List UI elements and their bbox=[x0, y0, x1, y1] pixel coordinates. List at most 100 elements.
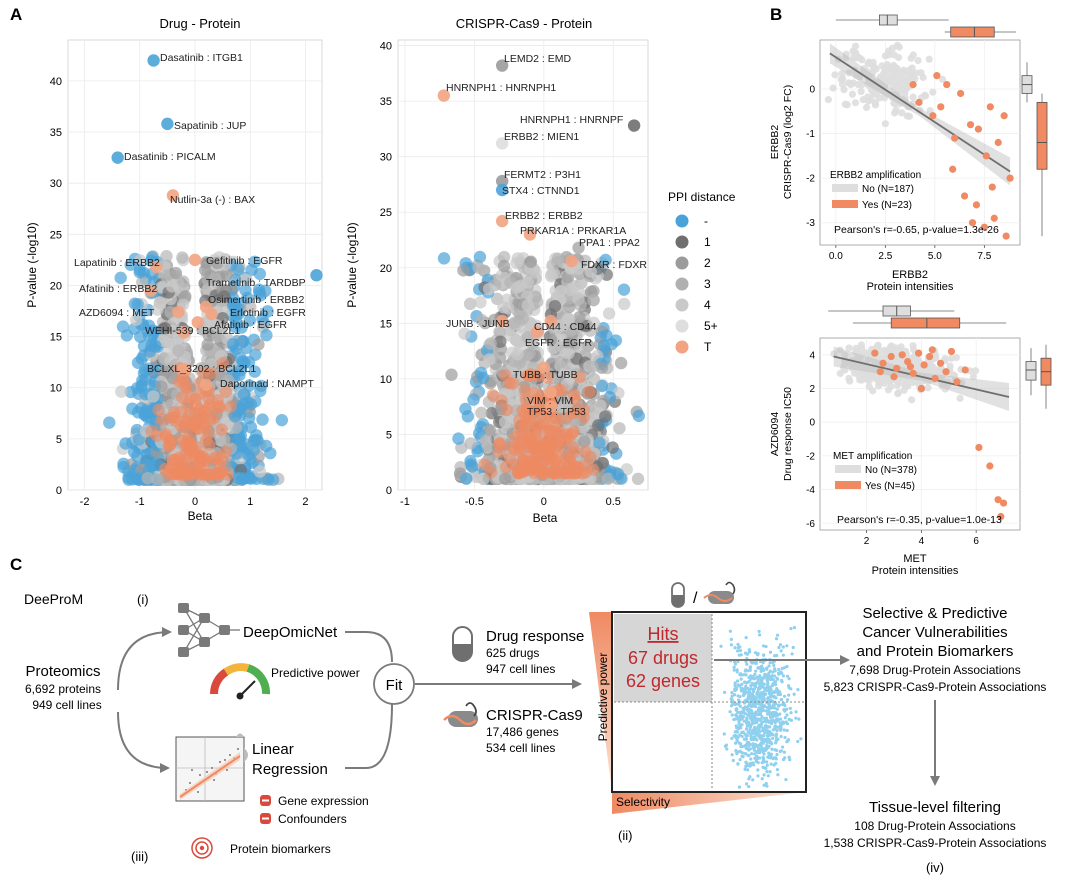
hits-background-point bbox=[757, 633, 762, 637]
background-point bbox=[126, 402, 139, 415]
background-point bbox=[218, 252, 232, 266]
labeled-point bbox=[205, 307, 218, 321]
background-point bbox=[226, 337, 240, 351]
background-point bbox=[497, 300, 510, 314]
hits-background-point bbox=[722, 690, 727, 694]
erbb2-annotation: Pearson's r=-0.65, p-value=1.3e-26 bbox=[834, 224, 999, 236]
amplified-point bbox=[988, 183, 996, 191]
target-point bbox=[183, 443, 196, 456]
gene-expression-label: Gene expression bbox=[278, 794, 369, 808]
hits-background-point bbox=[773, 680, 778, 684]
hits-background-point bbox=[772, 663, 776, 667]
hits-background-point bbox=[753, 744, 757, 748]
background-point bbox=[147, 390, 160, 403]
target-point bbox=[584, 450, 597, 464]
labeled-point bbox=[627, 119, 641, 132]
hits-background-point bbox=[777, 645, 781, 650]
no-amplification-point bbox=[851, 99, 860, 107]
background-point bbox=[614, 356, 628, 370]
amplified-point bbox=[890, 373, 898, 381]
hits-background-point bbox=[731, 758, 735, 763]
amplified-point bbox=[879, 359, 887, 367]
background-point bbox=[248, 365, 261, 378]
y-tick-label: 0 bbox=[809, 85, 815, 96]
x-tick-label: -2 bbox=[80, 496, 90, 508]
point-label: Dasatinib : ITGB1 bbox=[160, 52, 243, 64]
hits-background-point bbox=[744, 782, 749, 786]
point-label: Erlotinib : EGFR bbox=[230, 307, 306, 319]
hits-background-point bbox=[752, 703, 756, 707]
amplified-point bbox=[942, 368, 950, 376]
ppi-legend-label: 3 bbox=[704, 277, 711, 291]
background-point bbox=[574, 299, 587, 312]
hits-background-point bbox=[784, 777, 788, 782]
background-point bbox=[136, 374, 149, 387]
background-point bbox=[254, 384, 267, 398]
pill-icon bbox=[671, 582, 685, 608]
hits-background-point bbox=[783, 716, 787, 720]
labeled-point bbox=[199, 378, 213, 391]
y-tick-label: -2 bbox=[806, 451, 815, 462]
hits-background-point bbox=[749, 674, 753, 678]
background-point bbox=[479, 434, 493, 447]
amplified-point bbox=[915, 98, 923, 106]
background-point bbox=[473, 250, 487, 264]
target-point bbox=[180, 381, 193, 394]
background-point bbox=[133, 265, 146, 279]
hits-background-point bbox=[753, 661, 757, 665]
hits-background-point bbox=[767, 664, 771, 668]
target-point bbox=[582, 385, 596, 399]
background-point bbox=[545, 268, 558, 281]
no-amplification-point bbox=[898, 109, 906, 117]
ppi-legend-label: - bbox=[704, 214, 708, 228]
boxplot-box bbox=[879, 14, 898, 26]
target-point bbox=[165, 411, 179, 424]
erbb2-legend-no: No (N=187) bbox=[862, 184, 914, 195]
background-point bbox=[592, 436, 606, 449]
hits-background-point bbox=[756, 744, 760, 748]
hits-background-point bbox=[788, 706, 792, 710]
target-point bbox=[521, 417, 535, 431]
hits-background-point bbox=[736, 649, 740, 653]
no-amplification-point bbox=[857, 87, 865, 96]
hits-background-point bbox=[772, 691, 776, 695]
background-point bbox=[150, 473, 164, 486]
ppi-legend-label: 4 bbox=[704, 298, 711, 312]
no-amplification-point bbox=[824, 96, 832, 104]
background-point bbox=[571, 282, 585, 295]
background-point bbox=[143, 345, 157, 358]
amplified-point bbox=[986, 103, 994, 111]
y-tick-label: 40 bbox=[380, 41, 392, 53]
amplified-point bbox=[1006, 174, 1014, 182]
point-label: EGFR : EGFR bbox=[525, 337, 593, 349]
hits-background-point bbox=[775, 676, 779, 680]
y-tick-label: -4 bbox=[806, 485, 815, 496]
ppi-legend-swatch bbox=[675, 256, 689, 270]
met-legend-yes-swatch bbox=[835, 481, 861, 489]
labeled-point bbox=[144, 284, 158, 297]
deepomicnet-label: DeepOmicNet bbox=[243, 624, 338, 641]
erbb2-scatter-panel: 0.0 2.5 5.0 7.50-1-2-3 ERBB2 amplification … bbox=[769, 14, 1048, 293]
amplified-point bbox=[961, 366, 969, 374]
no-amplification-point bbox=[908, 379, 917, 387]
hits-background-point bbox=[775, 707, 779, 711]
point-label: PPA1 : PPA2 bbox=[579, 237, 640, 249]
background-point bbox=[248, 255, 261, 269]
target-point bbox=[219, 385, 233, 399]
hits-background-point bbox=[776, 773, 780, 777]
no-amplification-point bbox=[894, 53, 903, 62]
no-amplification-point bbox=[914, 357, 922, 365]
no-amplification-point bbox=[928, 366, 936, 374]
hits-background-point bbox=[764, 720, 768, 724]
amplified-point bbox=[994, 138, 1002, 147]
ppi-legend-swatch bbox=[675, 319, 689, 333]
background-point bbox=[266, 473, 280, 486]
hits-background-point bbox=[725, 747, 729, 751]
hits-background-point bbox=[734, 717, 738, 721]
no-amplification-point bbox=[880, 379, 889, 387]
labeled-point bbox=[166, 189, 180, 202]
no-amplification-point bbox=[895, 43, 903, 51]
crispr-cell-lines: 534 cell lines bbox=[486, 741, 555, 755]
